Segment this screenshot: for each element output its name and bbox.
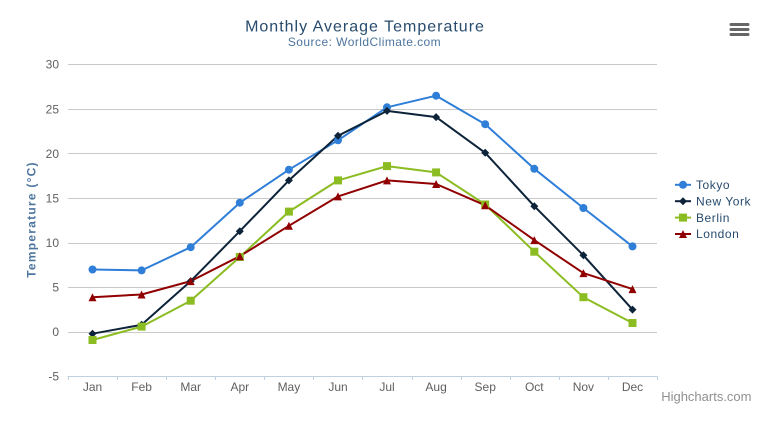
svg-text:Sep: Sep [475,380,497,394]
svg-text:-5: -5 [48,370,59,384]
svg-text:New York: New York [696,194,752,208]
svg-text:London: London [696,227,739,241]
svg-text:Jan: Jan [83,380,102,394]
svg-text:Jun: Jun [328,380,347,394]
svg-text:15: 15 [46,191,60,205]
svg-text:Temperature (°C): Temperature (°C) [25,161,39,278]
svg-text:Tokyo: Tokyo [696,178,730,192]
svg-text:5: 5 [52,281,59,295]
svg-text:25: 25 [46,102,60,116]
svg-text:10: 10 [46,236,60,250]
svg-text:20: 20 [46,147,60,161]
svg-text:Oct: Oct [525,380,544,394]
svg-text:Feb: Feb [131,380,152,394]
svg-text:Aug: Aug [425,380,446,394]
svg-text:May: May [278,380,301,394]
svg-text:30: 30 [46,58,60,72]
svg-text:Jul: Jul [379,380,394,394]
svg-text:Berlin: Berlin [696,211,730,225]
svg-text:Source: WorldClimate.com: Source: WorldClimate.com [288,35,441,49]
svg-text:Highcharts.com: Highcharts.com [661,389,751,404]
svg-text:Apr: Apr [230,380,249,394]
svg-text:Mar: Mar [180,380,201,394]
svg-text:Dec: Dec [622,380,643,394]
svg-text:Monthly Average Temperature: Monthly Average Temperature [245,19,485,36]
svg-text:0: 0 [52,325,59,339]
svg-text:Nov: Nov [573,380,594,394]
